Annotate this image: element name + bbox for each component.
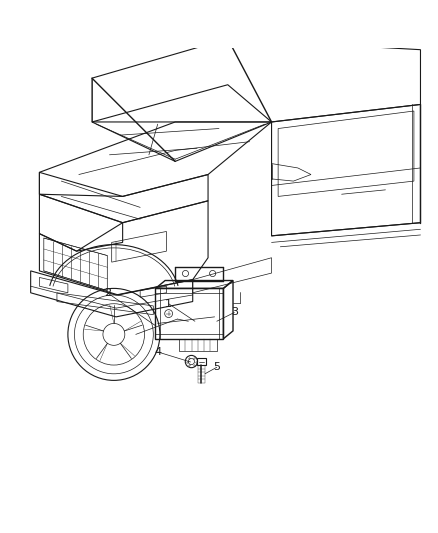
- Text: 1: 1: [165, 298, 172, 309]
- Text: 4: 4: [154, 347, 161, 357]
- Text: 5: 5: [213, 362, 220, 372]
- Text: 3: 3: [231, 308, 238, 318]
- Text: 2: 2: [104, 288, 111, 298]
